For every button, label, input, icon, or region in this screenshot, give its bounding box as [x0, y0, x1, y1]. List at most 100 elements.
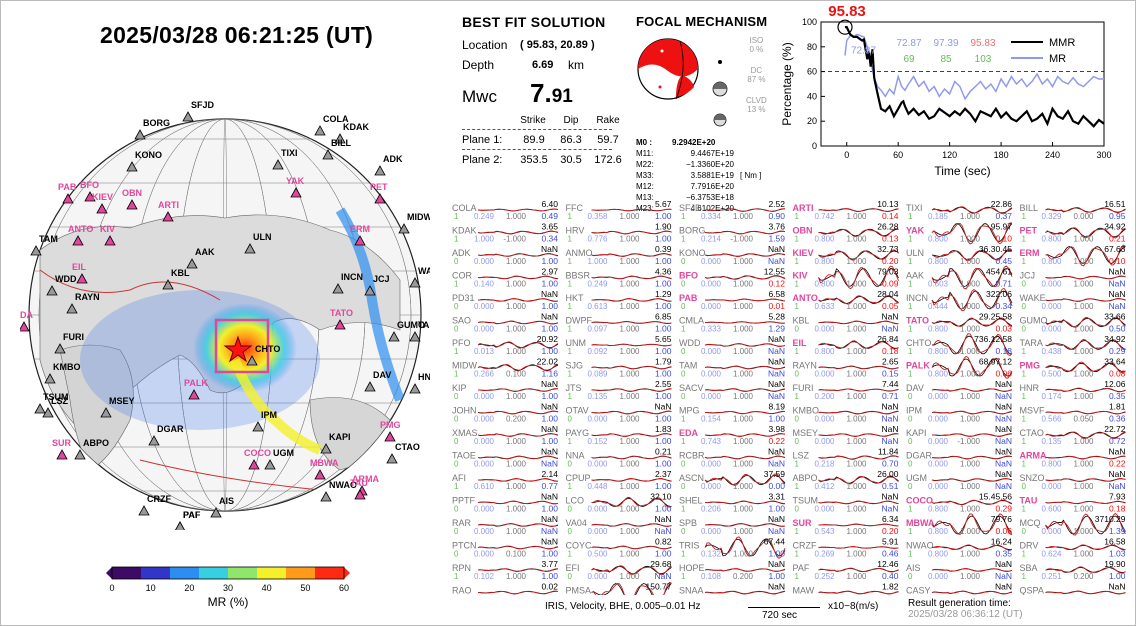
station-cell[interactable]: KAPI NaN 0 0.000 -1.000 NaN [906, 424, 1013, 446]
station-cell[interactable]: ARTI 10.13 1 0.742 1.000 0.14 [793, 199, 899, 221]
station-cell[interactable]: INCN 322.06 1 0.444 1.000 0.34 [906, 287, 1013, 312]
station-cell[interactable]: KDAK 3.65 1 1.000 -1.000 0.34 [452, 222, 558, 244]
station-cell[interactable]: TAOE NaN 0 0.000 1.000 NaN [452, 447, 559, 469]
station-cell[interactable]: SNZO NaN 0 0.000 1.000 NaN [1020, 469, 1126, 491]
station-cell[interactable]: ASCN 37.59 0 0.000 1.000 0.00 [679, 469, 786, 491]
station-cell[interactable]: SAO NaN 0 0.000 1.000 1.00 [452, 312, 558, 334]
station-cell[interactable]: RAO 0.02 1 1.000 1.000 0.89 [452, 582, 558, 596]
station-cell[interactable]: RCBR NaN 0 0.000 1.000 NaN [679, 447, 786, 469]
station-cell[interactable]: PALK 68.97.12 1 0.800 1.000 0.06 [906, 355, 1013, 379]
station-cell[interactable]: RAYN 2.65 0 0.000 1.000 0.15 [793, 357, 899, 379]
station-cell[interactable]: ADK NaN 0 0.000 1.000 1.00 [452, 244, 558, 266]
station-cell[interactable]: RPN 3.77 1 0.102 1.000 1.00 [452, 559, 558, 581]
station-cell[interactable]: EIL 26.84 1 0.800 1.000 0.18 [793, 334, 899, 356]
station-cell[interactable]: SNAA NaN 0 0.000 0.010 NaN [679, 582, 786, 596]
station-cell[interactable]: ARMA NaN 1 0.800 1.000 0.22 [1020, 447, 1126, 469]
station-cell[interactable]: JTS 2.55 1 0.135 1.000 1.00 [566, 379, 672, 401]
station-cell[interactable]: OTAV NaN 0 0.000 1.000 1.00 [566, 402, 672, 424]
station-cell[interactable]: ERM 67.63 1 0.800 1.000 0.10 [1020, 244, 1126, 267]
station-cell[interactable]: CHTO 736.12.58 1 0.800 1.000 0.18 [906, 333, 1013, 357]
station-cell[interactable]: XMAS NaN 0 0.000 1.000 1.00 [452, 424, 558, 446]
station-cell[interactable]: MPG 8.19 1 0.154 1.000 1.00 [679, 402, 785, 424]
station-cell[interactable]: CRZF 5.91 1 0.269 1.000 0.46 [793, 537, 899, 559]
station-cell[interactable]: KIP NaN 0 0.000 1.000 1.00 [452, 379, 558, 401]
station-cell[interactable]: PET 34.92 1 0.800 1.000 0.21 [1020, 222, 1126, 244]
station-cell[interactable]: COLA 6.40 1 0.249 1.000 0.49 [452, 199, 558, 221]
station-cell[interactable]: AIS NaN 0 0.000 1.000 NaN [906, 559, 1013, 581]
station-cell[interactable]: TAU 7.93 1 0.600 1.000 0.18 [1020, 492, 1126, 514]
station-cell[interactable]: SUR 6.34 1 0.543 1.000 0.20 [793, 514, 899, 536]
station-cell[interactable]: PTCN NaN 0 0.000 0.100 1.00 [452, 537, 558, 559]
station-cell[interactable]: SFJD 2.52 1 0.334 1.000 0.90 [679, 199, 785, 221]
station-cell[interactable]: OBN 26.28 1 0.800 1.000 0.13 [793, 222, 899, 244]
station-cell[interactable]: ULN 36.30.45 1 0.800 1.000 0.45 [906, 244, 1013, 266]
station-cell[interactable]: LSZ 11.84 1 0.218 1.000 0.70 [793, 447, 899, 469]
station-cell[interactable]: NWAO 16.24 1 0.800 1.000 0.35 [906, 537, 1012, 559]
station-cell[interactable]: PMG 33.64 1 0.500 1.000 0.08 [1020, 357, 1126, 379]
station-cell[interactable]: CPUP 2.37 1 0.448 1.000 1.00 [566, 469, 672, 491]
station-cell[interactable]: SBA 19.90 1 0.251 0.200 1.00 [1020, 559, 1126, 581]
station-cell[interactable]: PAF 12.46 1 0.252 1.000 0.40 [793, 559, 899, 581]
station-cell[interactable]: JCJ NaN 0 0.000 1.000 NaN [1020, 267, 1126, 289]
station-cell[interactable]: MCQ 3710.29 0 0.000 1.000 1.39 [1020, 512, 1126, 536]
station-cell[interactable]: EFI 29.68 0 0.000 1.000 NaN [566, 559, 672, 581]
station-cell[interactable]: ABPO 26.00 1 0.412 1.000 0.51 [793, 469, 899, 491]
station-cell[interactable]: DGAR NaN 0 0.000 1.000 NaN [906, 447, 1013, 469]
station-cell[interactable]: SHEL 3.31 1 0.206 1.000 1.00 [679, 492, 785, 514]
station-cell[interactable]: EDA 3.98 1 0.743 1.000 0.22 [679, 424, 785, 446]
station-cell[interactable]: ANMO 0.39 1 1.000 1.000 1.00 [566, 244, 672, 266]
station-cell[interactable]: DRV 16.58 1 0.624 1.000 1.03 [1020, 537, 1126, 559]
station-cell[interactable]: FURI 7.44 1 0.200 1.000 0.71 [793, 379, 899, 401]
station-cell[interactable]: ANTO 28.04 1 0.633 1.000 0.05 [793, 289, 899, 311]
station-cell[interactable]: KIEV 32.73 1 0.800 1.000 0.20 [793, 244, 899, 266]
station-cell[interactable]: MBWA 79.76 1 0.800 1.000 0.06 [906, 513, 1013, 536]
station-cell[interactable]: DAV NaN 0 0.000 1.000 NaN [906, 379, 1013, 401]
station-cell[interactable]: HNR 12.06 1 0.174 1.000 0.35 [1020, 379, 1126, 401]
station-cell[interactable]: HKT 1.29 1 0.613 1.000 1.00 [566, 289, 672, 311]
station-cell[interactable]: BILL 16.51 1 0.329 0.000 0.95 [1020, 199, 1126, 221]
station-cell[interactable]: CASY NaN 0 0.000 1.000 NaN [906, 582, 1013, 596]
station-cell[interactable]: BFO 12.55 0 0.000 1.000 0.12 [679, 267, 785, 289]
station-cell[interactable]: KMBO NaN 0 0.000 1.000 NaN [793, 402, 899, 424]
station-cell[interactable]: IPM NaN 0 0.000 1.000 NaN [906, 402, 1013, 424]
station-cell[interactable]: TRIS 67.44 1 0.132 1.000 1.00 [679, 536, 786, 559]
station-cell[interactable]: COCO 15.45.56 1 0.800 1.000 0.29 [906, 492, 1012, 514]
station-cell[interactable]: MSVF 1.81 1 0.566 0.050 0.36 [1020, 402, 1126, 424]
station-cell[interactable]: MIDW 22.02 1 0.266 0.100 1.16 [452, 357, 558, 379]
station-cell[interactable]: COYC 0.82 1 0.500 1.000 1.00 [566, 537, 672, 559]
station-cell[interactable]: SACV NaN 0 0.000 1.000 NaN [679, 379, 786, 401]
station-cell[interactable]: SPB NaN 0 0.000 1.000 NaN [679, 514, 786, 536]
station-cell[interactable]: COR 2.97 1 0.140 1.000 1.00 [452, 267, 558, 289]
station-cell[interactable]: PAYG 1.83 1 0.152 1.000 1.00 [566, 424, 672, 446]
station-cell[interactable]: YAK 95.97 1 0.800 1.000 0.10 [906, 222, 1012, 245]
station-cell[interactable]: BBSR 4.36 1 0.249 1.000 1.00 [566, 267, 672, 289]
station-cell[interactable]: DWPF 6.85 1 0.097 1.000 1.00 [566, 312, 672, 334]
station-cell[interactable]: PMSA 150.77 0 0.000 1.000 NaN [566, 582, 672, 596]
station-cell[interactable]: KBL NaN 0 0.000 1.000 NaN [793, 312, 899, 334]
station-cell[interactable]: BORG 3.76 1 0.214 -1.000 1.59 [679, 222, 785, 244]
station-cell[interactable]: WDD NaN 0 0.000 1.000 NaN [679, 334, 786, 356]
station-cell[interactable]: TSUM NaN 0 0.000 1.000 NaN [793, 492, 899, 514]
station-cell[interactable]: MAW 1.82 1 0.146 1.000 0.85 [793, 582, 899, 596]
station-cell[interactable]: AAK 454.61 1 0.603 1.000 0.71 [906, 265, 1013, 290]
station-cell[interactable]: MSEY NaN 0 0.000 1.000 NaN [793, 424, 899, 446]
station-cell[interactable]: PFO 20.92 1 0.013 1.000 1.00 [452, 334, 558, 356]
station-cell[interactable]: PAB 6.58 0 0.000 1.000 0.01 [679, 289, 785, 311]
station-cell[interactable]: CTAO 22.72 1 0.135 1.000 0.72 [1020, 424, 1126, 446]
station-cell[interactable]: CMLA 5.28 1 0.333 1.000 1.29 [679, 312, 785, 334]
station-cell[interactable]: UGM NaN 0 0.000 1.000 NaN [906, 469, 1013, 491]
station-cell[interactable]: NNA 0.21 0 0.000 1.000 1.00 [566, 447, 672, 469]
station-cell[interactable]: PPTF NaN 0 0.000 1.000 1.00 [452, 492, 558, 514]
station-cell[interactable]: RAR NaN 0 0.000 1.000 NaN [452, 514, 559, 536]
station-cell[interactable]: JOHN NaN 0 0.000 0.200 1.00 [452, 402, 558, 424]
station-cell[interactable]: TAM NaN 0 0.000 1.000 NaN [679, 357, 786, 379]
station-cell[interactable]: TARA 34.92 1 0.438 1.000 0.29 [1020, 334, 1126, 356]
station-cell[interactable]: QSPA NaN 0 0.000 1.000 NaN [1020, 582, 1126, 596]
station-cell[interactable]: KONO NaN 0 0.000 1.000 NaN [679, 244, 786, 266]
station-cell[interactable]: KIV 79.03 1 0.800 1.000 0.09 [793, 265, 899, 290]
station-cell[interactable]: UNM 5.65 1 0.092 1.000 1.00 [566, 334, 672, 356]
station-cell[interactable]: VA04 NaN 0 0.000 1.000 NaN [566, 514, 672, 536]
station-cell[interactable]: GUMO 33.66 0 0.000 1.000 0.50 [1020, 312, 1126, 334]
station-cell[interactable]: FFC 5.67 1 0.358 1.000 1.00 [566, 199, 672, 221]
station-cell[interactable]: SJG 1.79 1 0.089 1.000 1.00 [566, 357, 672, 379]
